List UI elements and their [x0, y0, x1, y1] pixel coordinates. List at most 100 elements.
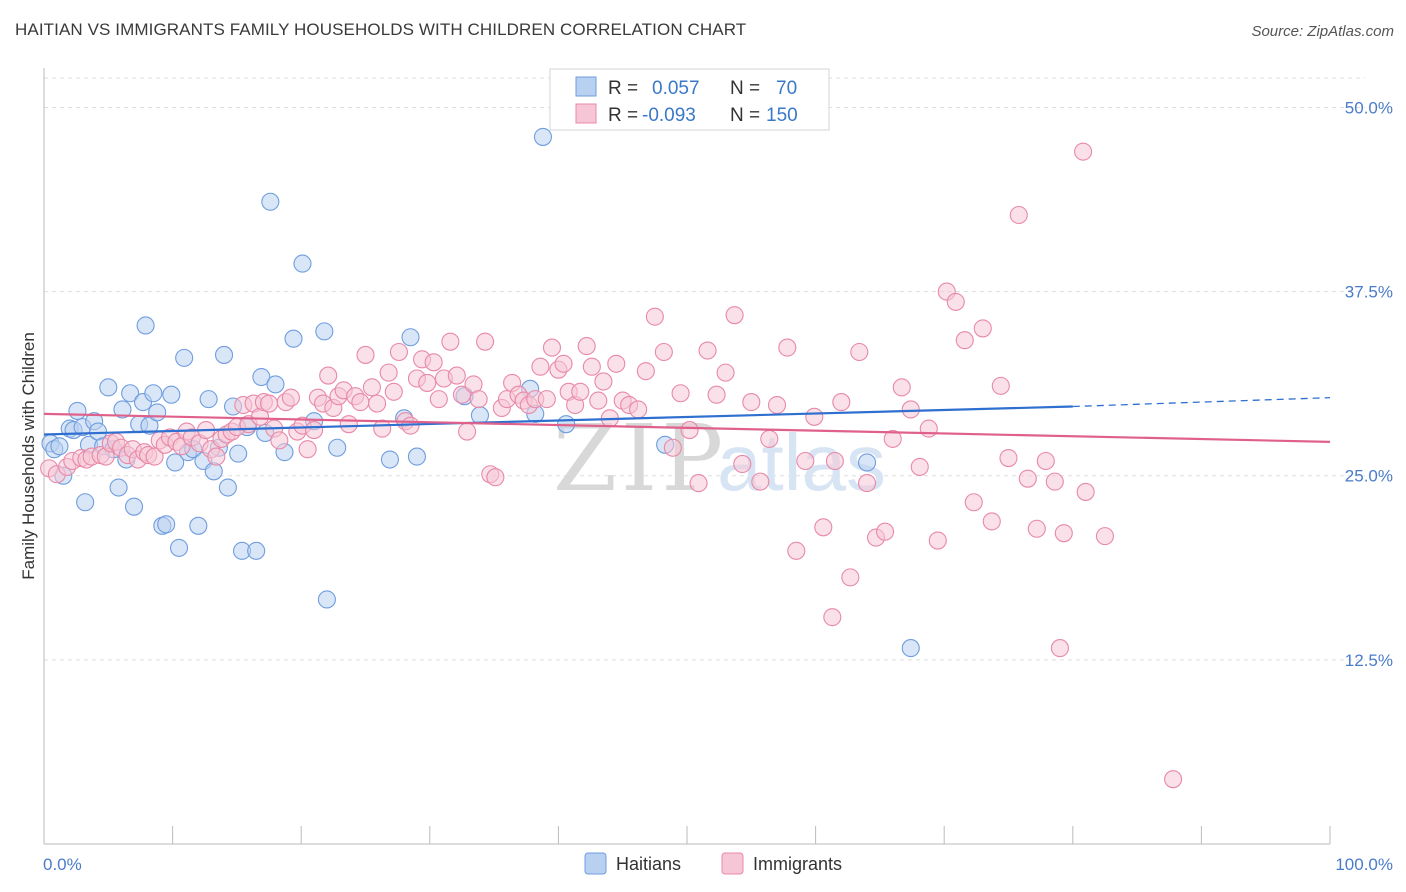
data-point-immigrants — [955, 331, 974, 350]
data-point-immigrants — [778, 338, 797, 357]
data-point-immigrants — [850, 342, 869, 362]
data-point-immigrants — [319, 366, 338, 385]
data-point-immigrants — [636, 362, 655, 381]
data-point-haitians — [401, 328, 420, 347]
y-tick-label: 25.0% — [1345, 467, 1393, 486]
data-point-immigrants — [1076, 482, 1095, 501]
axes — [43, 68, 1331, 845]
bottom-legend-swatch-immigrants — [721, 852, 744, 875]
data-point-haitians — [148, 403, 167, 422]
data-point-haitians — [857, 453, 877, 472]
data-point-immigrants — [368, 394, 387, 413]
data-point-haitians — [284, 329, 303, 348]
data-point-immigrants — [982, 512, 1001, 531]
data-point-immigrants — [571, 382, 590, 401]
data-point-immigrants — [537, 390, 556, 409]
data-point-immigrants — [857, 474, 877, 493]
data-point-haitians — [328, 438, 347, 457]
data-point-immigrants — [760, 429, 779, 448]
data-point-immigrants — [680, 421, 699, 440]
legend-r-label-immigrants: R = — [608, 105, 638, 126]
data-point-immigrants — [654, 342, 673, 362]
data-point-immigrants — [928, 531, 947, 550]
data-point-immigrants — [554, 354, 573, 373]
data-point-haitians — [247, 541, 266, 560]
data-point-immigrants — [476, 332, 495, 351]
legend-n-value-immigrants: 150 — [766, 105, 798, 126]
data-point-immigrants — [469, 390, 488, 409]
x-tick-label-max: 100.0% — [1335, 855, 1393, 874]
data-point-haitians — [293, 254, 312, 273]
data-point-haitians — [229, 444, 248, 463]
data-point-immigrants — [671, 384, 690, 403]
data-point-immigrants — [418, 373, 437, 392]
data-point-immigrants — [689, 474, 708, 493]
data-point-immigrants — [298, 440, 317, 459]
y-tick-label: 37.5% — [1345, 283, 1393, 302]
legend-n-label-immigrants: N = — [730, 105, 760, 126]
data-point-immigrants — [429, 390, 448, 409]
data-point-immigrants — [805, 407, 824, 426]
data-point-immigrants — [531, 357, 550, 376]
data-point-haitians — [76, 493, 95, 512]
chart-source: Source: ZipAtlas.com — [1251, 23, 1394, 40]
data-point-haitians — [124, 497, 144, 516]
data-point-immigrants — [441, 332, 460, 351]
data-point-immigrants — [946, 292, 965, 311]
data-point-immigrants — [841, 568, 860, 587]
data-point-immigrants — [725, 306, 744, 325]
data-point-immigrants — [452, 385, 472, 404]
data-point-haitians — [380, 450, 399, 469]
data-point-haitians — [218, 478, 237, 497]
data-point-haitians — [136, 316, 155, 335]
y-tick-labels: 50.0% 37.5% 25.0% 12.5% — [1345, 98, 1393, 669]
data-point-immigrants — [589, 391, 608, 410]
data-point-haitians — [99, 378, 118, 397]
data-point-immigrants — [577, 337, 596, 356]
data-point-haitians — [68, 401, 87, 420]
data-point-immigrants — [825, 451, 844, 471]
data-point-immigrants — [1018, 469, 1037, 488]
data-point-immigrants — [281, 388, 300, 407]
data-point-immigrants — [629, 400, 648, 419]
data-point-immigrants — [645, 307, 664, 326]
chart-title: HAITIAN VS IMMIGRANTS FAMILY HOUSEHOLDS … — [15, 20, 747, 39]
data-point-immigrants — [716, 363, 735, 382]
data-point-immigrants — [796, 451, 815, 471]
data-point-immigrants — [145, 447, 164, 466]
data-point-immigrants — [305, 421, 324, 440]
data-point-immigrants — [486, 468, 505, 487]
data-point-haitians — [214, 345, 234, 364]
data-point-haitians — [252, 367, 271, 387]
data-point-immigrants — [1074, 142, 1093, 161]
data-point-immigrants — [1050, 639, 1069, 658]
data-point-haitians — [901, 639, 920, 658]
data-point-immigrants — [373, 419, 392, 438]
data-point-haitians — [109, 478, 128, 497]
data-point-immigrants — [875, 522, 895, 541]
data-point-immigrants — [1036, 451, 1055, 471]
data-point-immigrants — [1045, 472, 1064, 491]
legend-n-label-haitians: N = — [730, 78, 760, 99]
legend-n-value-haitians: 70 — [776, 78, 797, 99]
data-point-haitians — [533, 127, 553, 146]
data-point-haitians — [189, 516, 208, 535]
data-point-immigrants — [594, 372, 613, 391]
trend-line-haitians — [43, 405, 1073, 436]
x-tick-labels: 0.0% 100.0% — [43, 855, 1393, 874]
data-point-haitians — [169, 538, 189, 557]
data-point-immigrants — [919, 419, 938, 438]
data-point-immigrants — [742, 393, 761, 412]
data-point-immigrants — [582, 357, 601, 376]
data-point-haitians — [266, 375, 285, 394]
data-point-haitians — [113, 400, 132, 419]
data-point-immigrants — [458, 422, 477, 441]
grid — [44, 77, 1365, 661]
data-point-immigrants — [207, 447, 226, 466]
legend-swatch-immigrants — [575, 103, 597, 124]
data-point-immigrants — [767, 395, 787, 415]
data-point-haitians — [166, 453, 185, 472]
bottom-legend-label-haitians: Haitians — [616, 854, 681, 874]
data-point-haitians — [199, 390, 218, 409]
legend-r-label-haitians: R = — [608, 78, 638, 99]
